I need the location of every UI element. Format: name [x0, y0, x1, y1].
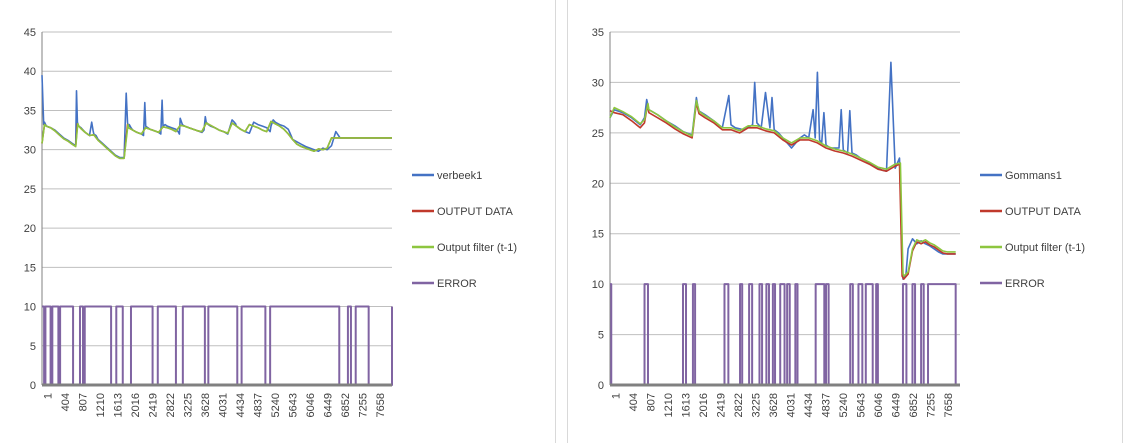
y-tick-label: 30: [24, 145, 36, 157]
legend-label: OUTPUT DATA: [1005, 206, 1081, 218]
x-tick-label: 7658: [375, 393, 387, 417]
x-tick-label: 5643: [855, 393, 867, 417]
chart-verbeek1: 0 5 10 15 20 25 30 35 40 45 1 404 807 1210 1613 2016 241…: [24, 27, 517, 417]
y-tick-label: 35: [592, 27, 604, 39]
x-tick-label: 1613: [680, 393, 692, 417]
x-tick-label: 4837: [820, 393, 832, 417]
chart-gommans1: 0 5 10 15 20 25 30 35 1 404 807 1210 1613 2016 2419 282…: [592, 27, 1085, 417]
y-tick-label: 0: [30, 380, 36, 392]
x-tick-label: 6449: [890, 393, 902, 417]
x-tick-label: 2822: [733, 393, 745, 417]
y-tick-label: 5: [598, 330, 604, 342]
y-tick-label: 10: [592, 279, 604, 291]
x-tick-label: 4434: [803, 393, 815, 417]
y-tick-label: 35: [24, 105, 36, 117]
x-tick-label: 807: [645, 393, 657, 411]
legend-label: Gommans1: [1005, 170, 1062, 182]
series-line-1: [609, 101, 956, 280]
x-tick-label: 6449: [322, 393, 334, 417]
x-tick-label: 4434: [235, 393, 247, 417]
x-tick-label: 7255: [357, 393, 369, 417]
x-tick-label: 404: [60, 393, 72, 411]
x-tick-label: 2016: [130, 393, 142, 417]
x-tick-label: 7658: [943, 393, 955, 417]
y-tick-label: 25: [24, 184, 36, 196]
x-tick-label: 4031: [217, 393, 229, 417]
series-line-0: [609, 61, 956, 280]
x-tick-label: 6852: [340, 393, 352, 417]
legend-label: ERROR: [1005, 278, 1045, 290]
x-tick-label: 4837: [252, 393, 264, 417]
y-tick-label: 30: [592, 77, 604, 89]
x-tick-label: 3225: [750, 393, 762, 417]
y-tick-label: 10: [24, 302, 36, 314]
y-tick-label: 15: [592, 229, 604, 241]
legend-label: verbeek1: [437, 170, 482, 182]
y-tick-label: 20: [24, 223, 36, 235]
x-tick-label: 1: [42, 393, 54, 399]
y-tick-label: 25: [592, 128, 604, 140]
legend-label: Output filter (t-1): [1005, 242, 1085, 254]
x-tick-label: 3628: [768, 393, 780, 417]
x-tick-label: 807: [77, 393, 89, 411]
x-tick-label: 2822: [165, 393, 177, 417]
x-tick-label: 6046: [873, 393, 885, 417]
x-tick-label: 1613: [112, 393, 124, 417]
y-tick-label: 5: [30, 341, 36, 353]
x-tick-label: 6046: [305, 393, 317, 417]
y-tick-label: 0: [598, 380, 604, 392]
y-tick-label: 15: [24, 262, 36, 274]
x-tick-label: 4031: [785, 393, 797, 417]
series-line-2: [609, 99, 956, 277]
x-tick-label: 2016: [698, 393, 710, 417]
x-tick-label: 7255: [925, 393, 937, 417]
chart-panel-left: 0 5 10 15 20 25 30 35 40 45 1 404 807 1210 1613 2016 241…: [0, 0, 556, 443]
series-line-1: [41, 120, 392, 160]
x-tick-label: 1210: [663, 393, 675, 417]
x-tick-label: 3225: [182, 393, 194, 417]
y-tick-label: 40: [24, 66, 36, 78]
legend-label: ERROR: [437, 278, 477, 290]
chart-panel-right: 0 5 10 15 20 25 30 35 1 404 807 1210 1613 2016 2419 282…: [567, 0, 1123, 443]
series-line-2: [41, 120, 392, 160]
legend-label: Output filter (t-1): [437, 242, 517, 254]
x-tick-label: 404: [628, 393, 640, 411]
x-tick-label: 1: [610, 393, 622, 399]
x-tick-label: 5240: [838, 393, 850, 417]
x-tick-label: 1210: [95, 393, 107, 417]
y-tick-label: 45: [24, 27, 36, 39]
x-tick-label: 5240: [270, 393, 282, 417]
x-tick-label: 2419: [715, 393, 727, 417]
x-tick-label: 2419: [147, 393, 159, 417]
series-line-0: [41, 75, 392, 159]
y-tick-label: 20: [592, 178, 604, 190]
legend-label: OUTPUT DATA: [437, 206, 513, 218]
x-tick-label: 5643: [287, 393, 299, 417]
x-tick-label: 3628: [200, 393, 212, 417]
x-tick-label: 6852: [908, 393, 920, 417]
